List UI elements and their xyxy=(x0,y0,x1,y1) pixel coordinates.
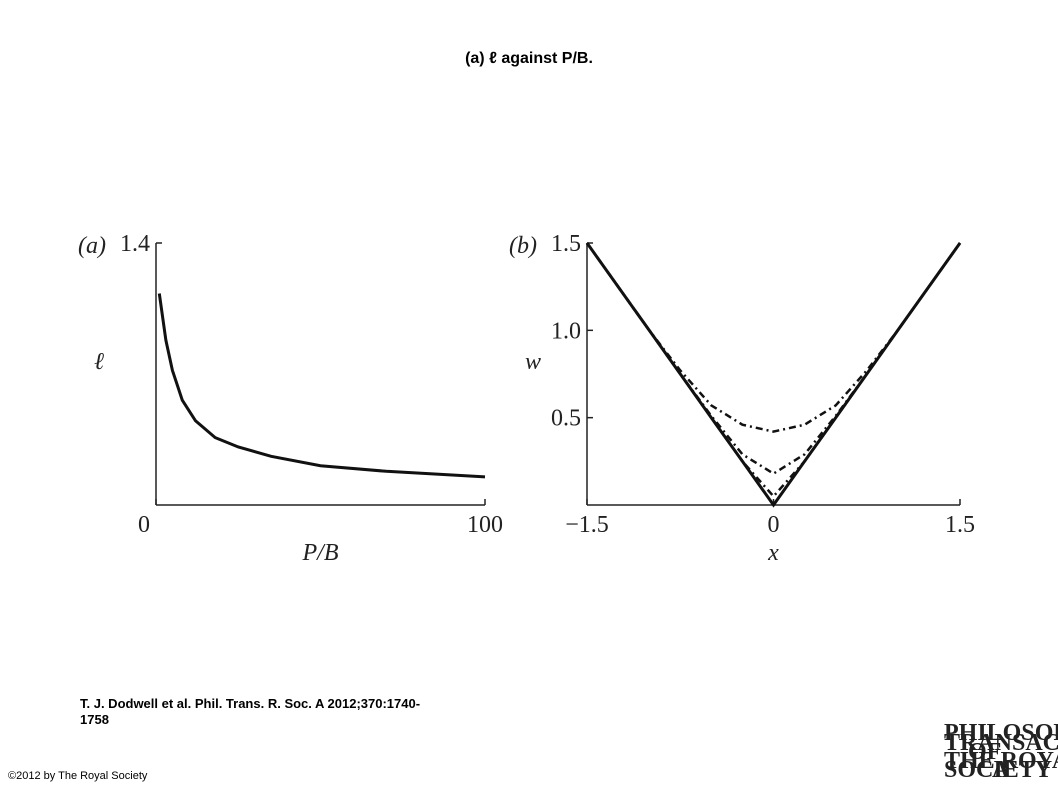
data-line xyxy=(585,242,962,476)
y-axis-label: w xyxy=(525,349,541,375)
slide-title: (a) ℓ against P/B. xyxy=(465,50,593,67)
y-tick-label: 0.5 xyxy=(551,406,581,432)
y-tick-label: 1.5 xyxy=(551,231,581,257)
logo-text: TRANSACTIONS xyxy=(944,730,1058,756)
x-axis-label: x xyxy=(767,540,779,566)
panel-label: (a) xyxy=(78,233,106,259)
citation: T. J. Dodwell et al. Phil. Trans. R. Soc… xyxy=(80,696,420,711)
logo-text: PHILOSOPHICAL xyxy=(944,720,1058,746)
logo-text: OF xyxy=(968,739,1001,765)
x-axis-label: P/B xyxy=(302,540,339,566)
x-tick-label: 0 xyxy=(138,512,150,538)
data-line xyxy=(585,242,962,433)
y-tick-label: 1.0 xyxy=(551,318,581,344)
x-tick-label: 0 xyxy=(768,512,780,538)
chart: (a) ℓ P/B 1.4 0 100 xyxy=(78,231,503,566)
panel-label: (b) xyxy=(509,233,537,259)
logo-letter: A xyxy=(992,757,1010,783)
data-line xyxy=(585,242,962,499)
data-line xyxy=(157,293,486,479)
x-tick-label: −1.5 xyxy=(565,512,609,538)
chart: (b) w x 0.5 1.0 1.5 −1.5 0 1.5 xyxy=(509,231,975,566)
citation: 1758 xyxy=(80,712,109,727)
x-tick-label: 1.5 xyxy=(945,512,975,538)
x-tick-label: 100 xyxy=(467,512,503,538)
logo-text: SOCIETY xyxy=(944,757,1052,783)
y-axis-label: ℓ xyxy=(94,349,104,375)
logo-text: THE ROYAL xyxy=(944,748,1058,774)
copyright: ©2012 by The Royal Society xyxy=(8,770,148,782)
logo: PHILOSOPHICAL TRANSACTIONS OF THE ROYAL … xyxy=(944,720,1058,783)
y-tick-label: 1.4 xyxy=(120,231,150,257)
data-line xyxy=(585,242,962,508)
